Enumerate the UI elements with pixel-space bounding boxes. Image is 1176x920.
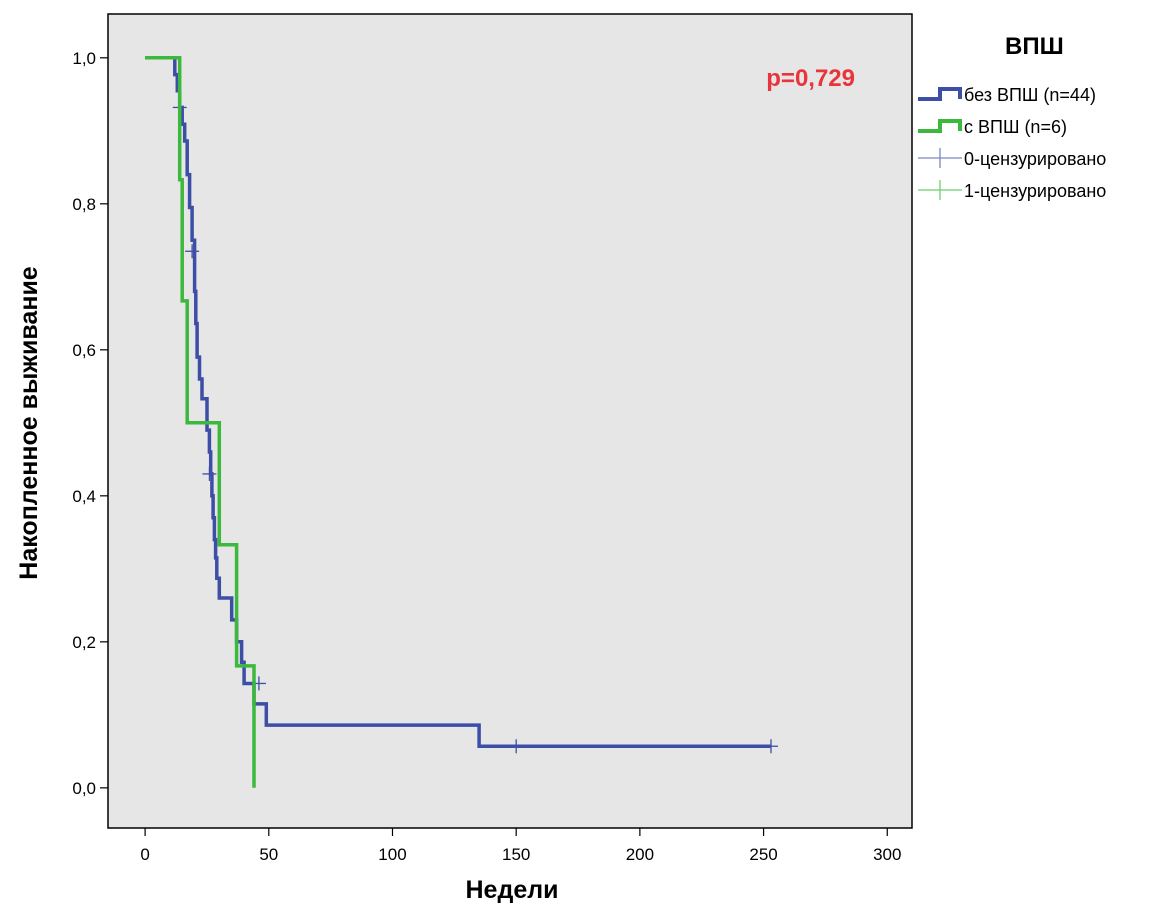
legend-entry-2: 0-цензурировано xyxy=(918,148,1106,169)
y-tick-label-0,0: 0,0 xyxy=(72,779,96,798)
legend-label-0: без ВПШ (n=44) xyxy=(964,85,1096,105)
y-tick-label-0,2: 0,2 xyxy=(72,633,96,652)
plot-area-background xyxy=(107,13,913,829)
legend-entry-3: 1-цензурировано xyxy=(918,180,1106,201)
x-tick-label-100: 100 xyxy=(378,845,406,864)
x-tick-label-250: 250 xyxy=(749,845,777,864)
censor-mark-0-1 xyxy=(185,244,200,259)
y-tick-label-0,6: 0,6 xyxy=(72,341,96,360)
y-tick-label-0,4: 0,4 xyxy=(72,487,96,506)
x-tick-label-0: 0 xyxy=(140,845,149,864)
x-tick-label-200: 200 xyxy=(626,845,654,864)
y-tick-label-0,8: 0,8 xyxy=(72,195,96,214)
legend-label-3: 1-цензурировано xyxy=(964,181,1106,201)
series-layer xyxy=(145,56,778,788)
censor-mark-0-5 xyxy=(763,739,778,754)
legend: ВПШ без ВПШ (n=44) с ВПШ (n=6) 0-цензуриро… xyxy=(918,33,1106,201)
series-line-1 xyxy=(145,56,256,788)
censor-mark-0-2 xyxy=(202,466,217,481)
x-axis-title: Недели xyxy=(466,876,559,904)
y-tick-label-1,0: 1,0 xyxy=(72,49,96,68)
legend-entry-1: с ВПШ (n=6) xyxy=(918,117,1067,137)
p-value-annotation: p=0,729 xyxy=(766,65,855,92)
x-axis: 0 50 100 150 200 250 300 xyxy=(140,828,901,864)
legend-label-1: с ВПШ (n=6) xyxy=(964,117,1067,137)
censor-mark-0-4 xyxy=(509,739,524,754)
legend-entry-0: без ВПШ (n=44) xyxy=(918,85,1096,105)
legend-label-2: 0-цензурировано xyxy=(964,149,1106,169)
series-line-0 xyxy=(145,56,771,748)
x-tick-label-300: 300 xyxy=(873,845,901,864)
x-tick-label-50: 50 xyxy=(259,845,278,864)
x-tick-label-150: 150 xyxy=(502,845,530,864)
y-axis: 0,0 0,2 0,4 0,6 0,8 1,0 xyxy=(72,49,108,798)
y-axis-title: Накопленное выживание xyxy=(15,266,43,580)
legend-swatch-1 xyxy=(918,119,962,133)
legend-title: ВПШ xyxy=(1005,33,1064,60)
legend-swatch-0 xyxy=(918,87,962,101)
